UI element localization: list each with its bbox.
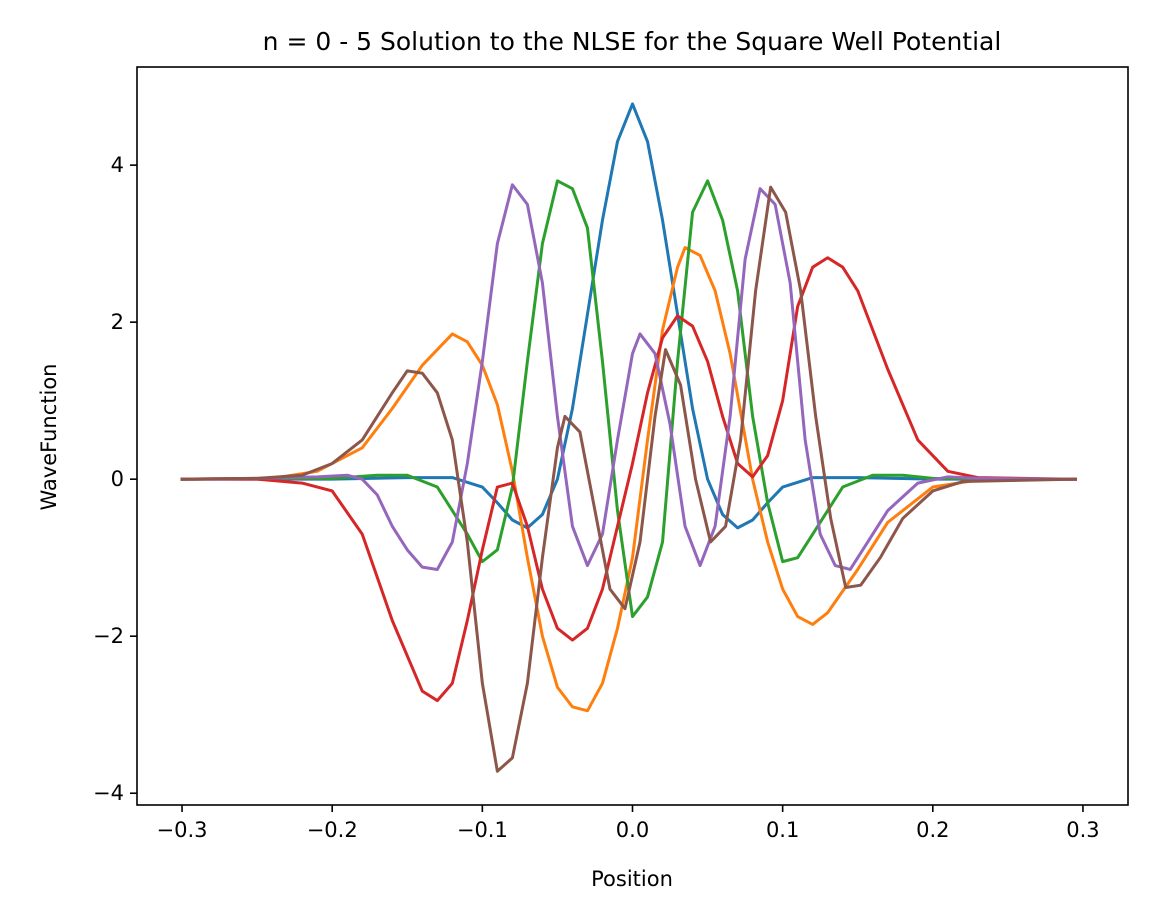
x-axis-title: Position [591,867,673,891]
x-tick-label: 0.1 [766,818,799,842]
x-tick-label: −0.2 [307,818,358,842]
x-tick-label: −0.1 [457,818,508,842]
y-tick-label: 2 [111,310,124,334]
y-tick-label: 0 [111,467,124,491]
series-line-2 [180,179,1077,619]
y-tick-label: −2 [93,624,124,648]
axes-layer: −0.3 −0.2 −0.1 0.0 0.1 0.2 0.3 −4 −2 0 2 4 [93,66,1129,842]
series-line-1 [180,246,1077,713]
x-tick-label: 0.0 [616,818,649,842]
series-line-4 [180,183,1077,571]
x-tick-label: 0.2 [916,818,949,842]
y-tick-label: −4 [93,781,124,805]
series-line-3 [180,256,1077,703]
series-line-5 [180,185,1077,773]
chart-title: n = 0 - 5 Solution to the NLSE for the S… [263,27,1002,56]
series-line-0 [180,102,1077,530]
y-axis-title: WaveFunction [37,364,61,511]
x-tick-label: −0.3 [157,818,208,842]
y-tick-label: 4 [111,153,124,177]
x-tick-label: 0.3 [1066,818,1099,842]
series-layer [180,102,1077,773]
